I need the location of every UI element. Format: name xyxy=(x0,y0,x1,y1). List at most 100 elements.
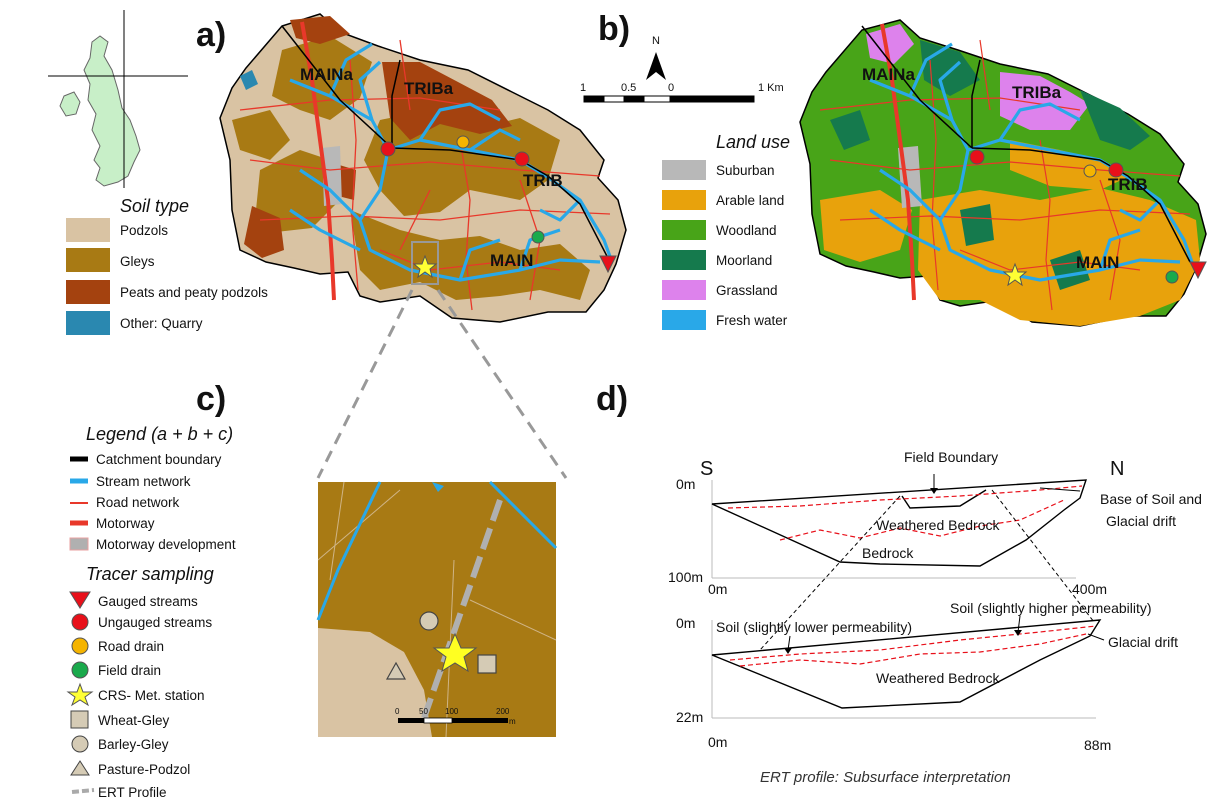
ert-label-bedrock: Bedrock xyxy=(862,545,914,561)
inset-scale-50: 50 xyxy=(419,707,428,716)
soil-swatch-quarry xyxy=(66,311,110,335)
inset-scale-0: 0 xyxy=(395,707,400,716)
ert-y-top-100m: 100m xyxy=(668,569,703,585)
ert-label-soil-high: Soil (slightly higher permeability) xyxy=(950,600,1152,616)
scale-tick-half: 0.5 xyxy=(621,82,636,94)
map-label-maina: MAINa xyxy=(300,65,353,84)
legend-label-motorway-development: Motorway development xyxy=(96,537,236,552)
legend-label-catchment: Catchment boundary xyxy=(96,452,222,467)
tracer-label-pasture-podzol: Pasture-Podzol xyxy=(98,762,190,777)
landuse-label-suburban: Suburban xyxy=(716,163,775,178)
landuse-swatch-woodland xyxy=(662,220,706,240)
soil-label-podzols: Podzols xyxy=(120,223,168,238)
map-label-triba-b: TRIBa xyxy=(1012,83,1062,102)
scale-tick-1: 1 xyxy=(580,82,586,94)
soil-map xyxy=(219,13,627,323)
ert-x-top-0m: 0m xyxy=(708,581,727,597)
map-label-triba: TRIBa xyxy=(404,79,454,98)
ert-y-bottom-22m: 22m xyxy=(676,709,703,725)
tracer-legend-title: Tracer sampling xyxy=(86,564,214,584)
ert-x-top-400m: 400m xyxy=(1072,581,1107,597)
tracer-label-field-drain: Field drain xyxy=(98,663,161,678)
map-label-main-b: MAIN xyxy=(1076,253,1119,272)
ert-label-weathered-top: Weathered Bedrock xyxy=(876,517,1000,533)
uk-inset-map xyxy=(48,10,188,188)
map-label-maina-b: MAINa xyxy=(862,65,915,84)
main-legend: Catchment boundary Stream network Road n… xyxy=(66,452,236,800)
landuse-label-woodland: Woodland xyxy=(716,223,777,238)
panel-label-b: b) xyxy=(598,10,630,48)
map-label-trib-b: TRIB xyxy=(1108,175,1148,194)
soil-legend: Podzols Gleys Peats and peaty podzols Ot… xyxy=(66,218,268,335)
ert-label-weathered-bottom: Weathered Bedrock xyxy=(876,670,1000,686)
landuse-legend-title: Land use xyxy=(716,132,790,152)
orange-circle-icon xyxy=(71,637,89,655)
zoom-guide-lines xyxy=(316,289,568,479)
tracer-label-ert-profile: ERT Profile xyxy=(98,785,167,800)
soil-swatch-podzols xyxy=(66,218,110,242)
map-label-main: MAIN xyxy=(490,251,533,270)
north-arrow: N xyxy=(646,35,666,80)
ert-label-base-2: Glacial drift xyxy=(1106,513,1176,529)
triangle-icon xyxy=(70,760,90,776)
tracer-label-ungauged: Ungauged streams xyxy=(98,615,212,630)
soil-label-quarry: Other: Quarry xyxy=(120,316,203,331)
main-legend-title: Legend (a + b + c) xyxy=(86,424,233,444)
legend-label-stream: Stream network xyxy=(96,474,191,489)
yellow-star-icon xyxy=(66,682,94,707)
dashed-line-icon xyxy=(71,788,95,794)
landuse-swatch-moorland xyxy=(662,250,706,270)
landuse-swatch-suburban xyxy=(662,160,706,180)
inset-scale-200: 200 xyxy=(496,707,510,716)
north-arrow-label: N xyxy=(652,35,660,47)
legend-label-motorway: Motorway xyxy=(96,516,155,531)
ert-label-soil-low: Soil (slightly lower permeability) xyxy=(716,619,912,635)
ert-label-n: N xyxy=(1110,458,1124,480)
square-icon xyxy=(70,710,89,729)
soil-label-gleys: Gleys xyxy=(120,254,155,269)
red-circle-icon xyxy=(71,613,89,631)
tracer-label-wheat-gley: Wheat-Gley xyxy=(98,713,170,728)
soil-swatch-gleys xyxy=(66,248,110,272)
green-circle-icon xyxy=(71,661,89,679)
panel-label-a: a) xyxy=(196,16,226,54)
panel-label-d: d) xyxy=(596,380,628,418)
tracer-label-gauged: Gauged streams xyxy=(98,594,198,609)
tracer-label-road-drain: Road drain xyxy=(98,639,164,654)
ert-x-bottom-88m: 88m xyxy=(1084,737,1111,753)
inset-scale-100: 100 xyxy=(445,707,459,716)
landuse-swatch-freshwater xyxy=(662,310,706,330)
landuse-label-moorland: Moorland xyxy=(716,253,772,268)
legend-label-road: Road network xyxy=(96,495,180,510)
soil-legend-title: Soil type xyxy=(120,196,189,216)
ert-bottom-profile xyxy=(711,615,1105,719)
panel-label-c: c) xyxy=(196,380,226,418)
inset-scale-unit: m xyxy=(509,717,516,726)
soil-swatch-peats xyxy=(66,280,110,304)
landuse-swatch-grassland xyxy=(662,280,706,300)
landuse-legend: Suburban Arable land Woodland Moorland G… xyxy=(662,160,788,330)
ert-y-bottom-0m: 0m xyxy=(676,615,695,631)
ert-label-glacial: Glacial drift xyxy=(1108,634,1178,650)
ert-label-s: S xyxy=(700,458,713,480)
legend-swatch-motorway-development xyxy=(69,537,89,551)
scale-tick-1km: 1 Km xyxy=(758,82,784,94)
landuse-map xyxy=(799,19,1207,327)
tracer-label-met-station: CRS- Met. station xyxy=(98,688,205,703)
ert-top-profile xyxy=(711,474,1095,651)
ert-label-base-1: Base of Soil and xyxy=(1100,491,1202,507)
inset-zoom-map: 0 50 100 200 m xyxy=(316,480,558,738)
ert-caption: ERT profile: Subsurface interpretation xyxy=(760,769,1011,786)
landuse-label-arable: Arable land xyxy=(716,193,784,208)
circle-icon xyxy=(71,735,89,753)
soil-label-peats: Peats and peaty podzols xyxy=(120,285,268,300)
landuse-label-freshwater: Fresh water xyxy=(716,313,788,328)
scale-tick-0: 0 xyxy=(668,82,674,94)
landuse-swatch-arable xyxy=(662,190,706,210)
ert-y-top-0m: 0m xyxy=(676,476,695,492)
ert-x-bottom-0m: 0m xyxy=(708,734,727,750)
landuse-label-grassland: Grassland xyxy=(716,283,778,298)
ert-label-field-boundary: Field Boundary xyxy=(904,449,998,465)
map-label-trib: TRIB xyxy=(523,171,563,190)
